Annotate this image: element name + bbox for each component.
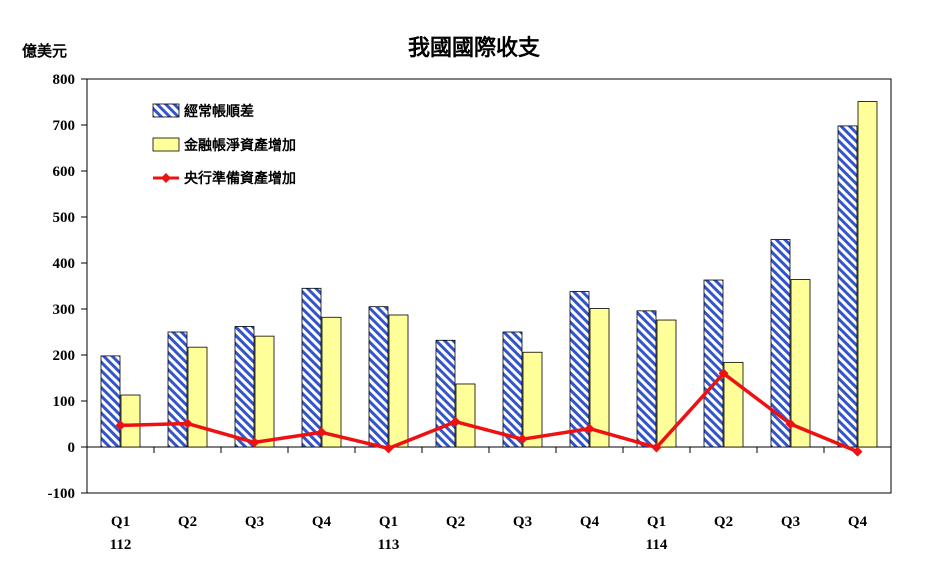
- bar-current-account: [837, 125, 858, 448]
- plot-area: [86, 78, 892, 494]
- bar-current-account: [368, 306, 389, 448]
- x-tick-label: Q2: [178, 514, 197, 530]
- bar-financial-account: [857, 101, 878, 448]
- y-tick-label: 500: [53, 210, 76, 226]
- legend-label-reserve-assets: 央行準備資產增加: [184, 170, 296, 187]
- bar-current-account: [703, 279, 724, 448]
- bar-financial-account: [254, 335, 275, 448]
- bar-financial-account: [120, 394, 141, 448]
- bars: [100, 101, 878, 448]
- y-tick-label: 0: [68, 440, 76, 456]
- reserve-point-marker: [852, 446, 863, 457]
- reserve-point-marker: [316, 427, 327, 438]
- bar-current-account: [234, 326, 255, 448]
- reserve-point-marker: [584, 423, 595, 434]
- bar-financial-account: [187, 346, 208, 448]
- y-tick-label: 800: [53, 72, 76, 88]
- x-year-label: 114: [646, 537, 668, 553]
- y-tick-label: 700: [53, 118, 76, 134]
- legend-label-financial-account: 金融帳淨資產增加: [183, 137, 296, 154]
- bar-current-account: [435, 339, 456, 448]
- bar-current-account: [301, 287, 322, 448]
- bar-financial-account: [522, 351, 543, 448]
- x-tick-label: Q2: [714, 514, 733, 530]
- reserve-series-line: [120, 371, 859, 454]
- legend-label-current-account: 經常帳順差: [184, 103, 254, 120]
- bar-financial-account: [455, 383, 476, 448]
- reserve-point-marker: [249, 437, 260, 448]
- x-tick-label: Q4: [848, 514, 868, 530]
- bar-current-account: [167, 331, 188, 448]
- bar-current-account: [770, 239, 791, 448]
- x-tick-label: Q1: [379, 514, 398, 530]
- reserve-point-marker: [517, 434, 528, 445]
- y-tick-label: -100: [48, 486, 76, 502]
- reserve-point-marker: [383, 443, 394, 454]
- x-tick-label: Q3: [245, 514, 264, 530]
- reserve-point-marker: [450, 416, 461, 427]
- legend-swatch-current-account: [152, 103, 180, 118]
- legend: 經常帳順差 金融帳淨資產增加 央行準備資產增加: [152, 103, 296, 187]
- y-axis-unit-label: 億美元: [22, 42, 67, 60]
- bar-financial-account: [589, 308, 610, 448]
- legend-swatch-reserve-marker: [161, 173, 171, 183]
- reserve-point-marker: [115, 420, 126, 431]
- axis-ticks: -100 0 100 200 300 400 500 600 700 800: [48, 72, 892, 502]
- x-tick-label: Q4: [580, 514, 600, 530]
- legend-swatch-financial-account: [152, 137, 180, 152]
- bar-current-account: [100, 355, 121, 448]
- x-year-label: 112: [110, 537, 132, 553]
- bar-financial-account: [388, 314, 409, 448]
- bar-financial-account: [790, 279, 811, 448]
- x-axis-labels: Q1 Q2 Q3 Q4 Q1 Q2 Q3 Q4 Q1 Q2 Q3 Q4 112 113 114: [110, 514, 868, 553]
- x-tick-label: Q3: [513, 514, 532, 530]
- reserve-point-marker: [182, 418, 193, 429]
- y-tick-label: 200: [53, 348, 76, 364]
- x-tick-label: Q1: [111, 514, 130, 530]
- bar-financial-account: [656, 319, 677, 448]
- reserve-point-marker: [785, 419, 796, 429]
- reserve-line: [115, 368, 863, 457]
- bar-current-account: [636, 310, 657, 448]
- bar-current-account: [502, 331, 523, 448]
- x-year-label: 113: [378, 537, 400, 553]
- y-tick-label: 600: [53, 164, 76, 180]
- y-tick-label: 300: [53, 302, 76, 318]
- x-tick-label: Q2: [446, 514, 465, 530]
- bar-financial-account: [321, 316, 342, 448]
- x-tick-label: Q3: [781, 514, 800, 530]
- x-tick-label: Q1: [647, 514, 666, 530]
- y-tick-label: 400: [53, 256, 76, 272]
- x-tick-label: Q4: [312, 514, 332, 530]
- chart-title: 我國國際收支: [408, 35, 541, 61]
- reserve-point-marker: [651, 442, 662, 453]
- y-tick-label: 100: [53, 394, 76, 410]
- bar-current-account: [569, 291, 590, 448]
- reserve-point-marker: [718, 368, 729, 379]
